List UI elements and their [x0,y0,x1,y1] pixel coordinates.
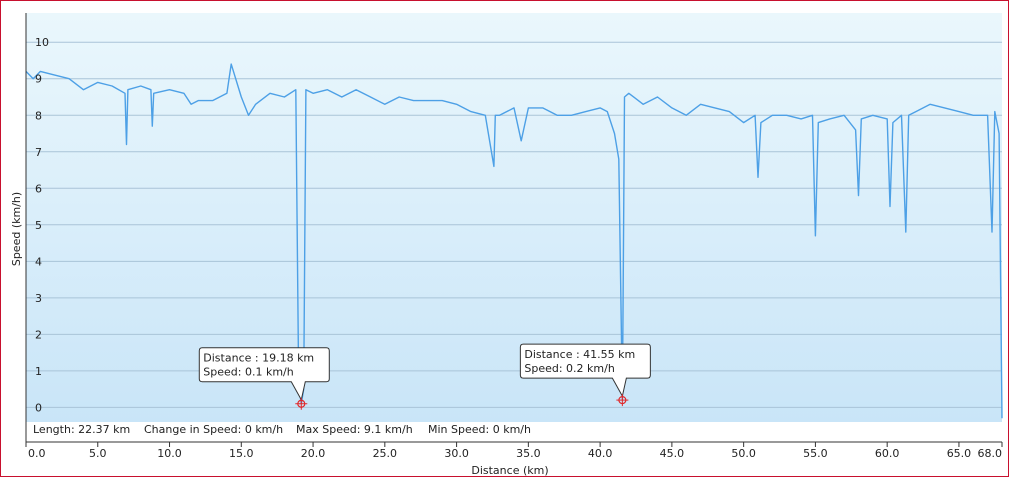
x-tick-label: 30.0 [444,447,469,460]
plot-area [26,13,1002,422]
tooltip-distance: Distance : 19.18 km [203,352,314,365]
x-tick-label: 35.0 [516,447,541,460]
y-tick-label: 3 [35,292,42,305]
stats-min-speed: Min Speed: 0 km/h [428,423,531,436]
y-tick-label: 6 [35,182,42,195]
y-tick-label: 1 [35,365,42,378]
point-marker[interactable] [616,394,629,407]
y-tick-label: 8 [35,109,42,122]
x-axis-title: Distance (km) [471,464,548,476]
x-tick-label: 20.0 [301,447,326,460]
y-tick-label: 7 [35,146,42,159]
x-tick-label: 25.0 [373,447,398,460]
x-tick-label: 68.0 [978,447,1003,460]
x-tick-label: 10.0 [157,447,182,460]
tooltip-speed: Speed: 0.2 km/h [524,362,614,375]
y-tick-label: 9 [35,73,42,86]
stats-max-speed: Max Speed: 9.1 km/h [296,423,413,436]
x-tick-label: 55.0 [803,447,828,460]
x-tick-label: 60.0 [875,447,900,460]
y-tick-label: 0 [35,401,42,414]
x-tick-label: 5.0 [89,447,107,460]
stats-change-speed: Change in Speed: 0 km/h [144,423,283,436]
y-tick-label: 5 [35,219,42,232]
tooltip-distance: Distance : 41.55 km [524,348,635,361]
tooltip-box [198,347,330,402]
speed-series-line [25,63,1003,419]
x-tick-label: 40.0 [588,447,613,460]
y-tick-label: 10 [35,36,49,49]
y-tick-label: 4 [35,255,42,268]
grid [26,41,1002,408]
y-axis-title: Speed (km/h) [10,192,23,266]
x-tick-label: 50.0 [731,447,756,460]
point-marker[interactable] [295,397,308,410]
x-tick-label: 0.0 [28,447,46,460]
tooltip-box [519,343,651,398]
x-tick-label: 45.0 [660,447,685,460]
stats-strip [26,422,1002,437]
y-axis-ticks: 0 1 2 3 4 5 6 7 8 9 10 [35,36,49,414]
x-tick-label: 65.0 [947,447,972,460]
y-tick-label: 2 [35,328,42,341]
stats-length: Length: 22.37 km [33,423,130,436]
x-axis-ticks: 0.0 5.0 10.0 15.0 20.0 25.0 30.0 35.0 40.0 45.0 50… [25,442,1003,460]
x-tick-label: 15.0 [229,447,254,460]
tooltip-speed: Speed: 0.1 km/h [203,366,293,379]
